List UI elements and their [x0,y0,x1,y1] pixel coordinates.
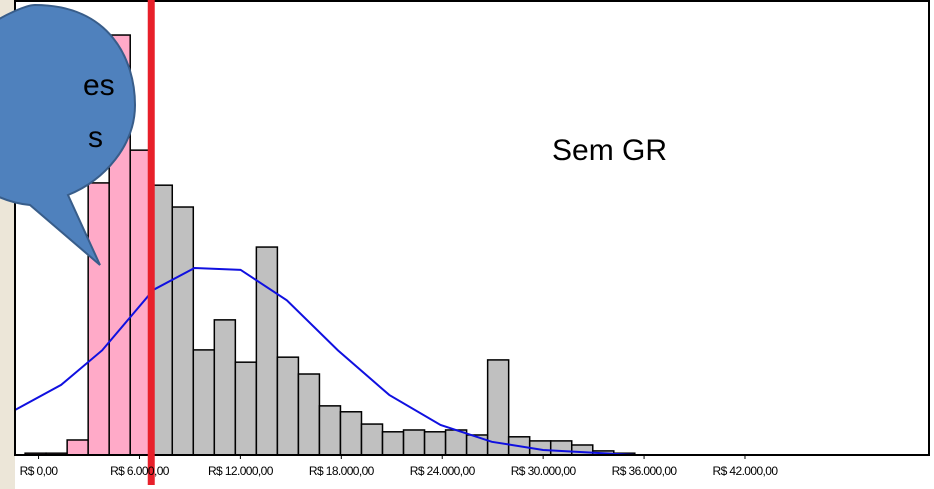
bar [402,429,426,456]
annotation: Sem GR [552,134,667,167]
bar [66,439,89,456]
bar [549,440,573,456]
bar [423,431,447,456]
fit-curve [14,266,636,456]
bar [381,431,405,456]
bar [360,423,384,456]
bar [339,411,363,456]
x-tick-label: R$ 18.000,00 [309,464,375,478]
bar [318,405,342,456]
x-tick-label: R$ 30.000,00 [511,464,577,478]
x-tick-label: R$ 24.000,00 [410,464,476,478]
x-tick-label: R$ 6.000,00 [110,464,170,478]
plot-border [14,0,930,456]
x-tick-label: R$ 0,00 [20,464,59,478]
bar [192,349,216,456]
x-tick-label: R$ 42.000,00 [713,464,779,478]
callout-text: es [83,69,115,102]
x-tick-label: R$ 36.000,00 [612,464,678,478]
callout: es s [0,3,137,266]
bar [276,356,300,456]
bar [444,429,468,456]
callout-text: s [88,121,103,154]
x-tick-label: R$ 12.000,00 [208,464,274,478]
bar [234,361,258,456]
callout-bubble [0,3,137,266]
bar [213,319,237,456]
bar [297,373,321,456]
bar [171,206,195,456]
bar [255,246,279,456]
bar [87,182,110,456]
